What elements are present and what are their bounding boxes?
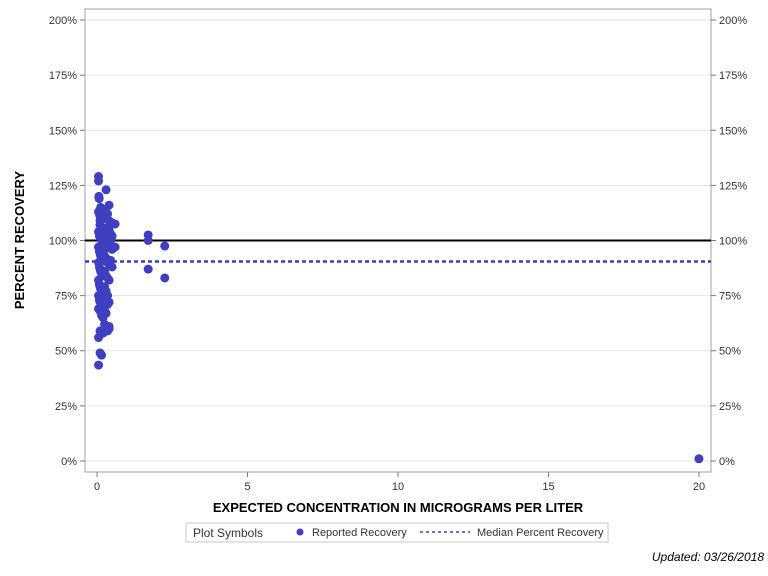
data-point bbox=[694, 454, 704, 464]
data-point bbox=[94, 194, 104, 204]
data-point bbox=[100, 319, 110, 329]
data-point bbox=[94, 176, 104, 186]
y-tick-label-left: 50% bbox=[55, 346, 77, 358]
y-tick-label-right: 200% bbox=[719, 15, 747, 27]
data-point bbox=[97, 350, 107, 360]
legend-label-median: Median Percent Recovery bbox=[477, 527, 604, 539]
y-tick-label-left: 100% bbox=[49, 236, 77, 248]
x-tick-label: 0 bbox=[94, 481, 100, 493]
data-point bbox=[160, 241, 170, 251]
y-tick-label-right: 75% bbox=[719, 291, 741, 303]
legend-marker-reported-recovery bbox=[296, 528, 304, 536]
data-point bbox=[107, 231, 117, 241]
data-point bbox=[107, 262, 117, 272]
x-tick-label: 10 bbox=[392, 481, 404, 493]
y-tick-label-right: 175% bbox=[719, 70, 747, 82]
data-point bbox=[143, 236, 153, 245]
y-tick-label-left: 0% bbox=[61, 456, 77, 468]
data-point bbox=[94, 360, 104, 370]
y-tick-label-left: 175% bbox=[49, 70, 77, 82]
data-point bbox=[104, 200, 114, 210]
y-tick-label-left: 25% bbox=[55, 401, 77, 413]
data-point bbox=[160, 273, 170, 283]
data-point bbox=[143, 264, 153, 274]
data-point bbox=[98, 328, 108, 338]
y-tick-label-right: 125% bbox=[719, 180, 747, 192]
y-axis-left: 0% 25% 50% 75% 100% 125% 150% 175% 200% bbox=[49, 15, 85, 468]
y-tick-label-right: 100% bbox=[719, 236, 747, 248]
data-point bbox=[101, 308, 111, 318]
updated-footnote: Updated: 03/26/2018 bbox=[652, 550, 764, 564]
x-axis: 0 5 10 15 20 bbox=[94, 472, 705, 493]
y-tick-label-left: 150% bbox=[49, 125, 77, 137]
data-point bbox=[101, 185, 111, 195]
y-tick-label-left: 125% bbox=[49, 180, 77, 192]
legend-label-reported-recovery: Reported Recovery bbox=[312, 527, 407, 539]
y-axis-right: 0% 25% 50% 75% 100% 125% 150% 175% 200% bbox=[711, 15, 747, 468]
x-tick-label: 5 bbox=[244, 481, 250, 493]
x-axis-title: EXPECTED CONCENTRATION IN MICROGRAMS PER… bbox=[213, 500, 584, 515]
data-point bbox=[101, 293, 111, 303]
y-tick-label-right: 25% bbox=[719, 401, 741, 413]
legend-title: Plot Symbols bbox=[193, 526, 263, 540]
y-tick-label-left: 200% bbox=[49, 15, 77, 27]
data-point bbox=[110, 242, 120, 252]
data-point bbox=[110, 219, 120, 229]
y-tick-label-right: 150% bbox=[719, 125, 747, 137]
data-point bbox=[104, 275, 114, 285]
y-axis-title: PERCENT RECOVERY bbox=[12, 171, 27, 310]
y-tick-label-right: 50% bbox=[719, 346, 741, 358]
y-tick-label-left: 75% bbox=[55, 291, 77, 303]
reference-lines bbox=[85, 239, 711, 263]
data-points bbox=[94, 172, 704, 464]
x-tick-label: 15 bbox=[542, 481, 554, 493]
legend: Plot Symbols Reported Recovery Median Pe… bbox=[185, 522, 609, 543]
legend-box bbox=[185, 522, 609, 543]
y-tick-label-right: 0% bbox=[719, 456, 735, 468]
x-tick-label: 20 bbox=[693, 481, 705, 493]
data-point bbox=[100, 244, 110, 254]
